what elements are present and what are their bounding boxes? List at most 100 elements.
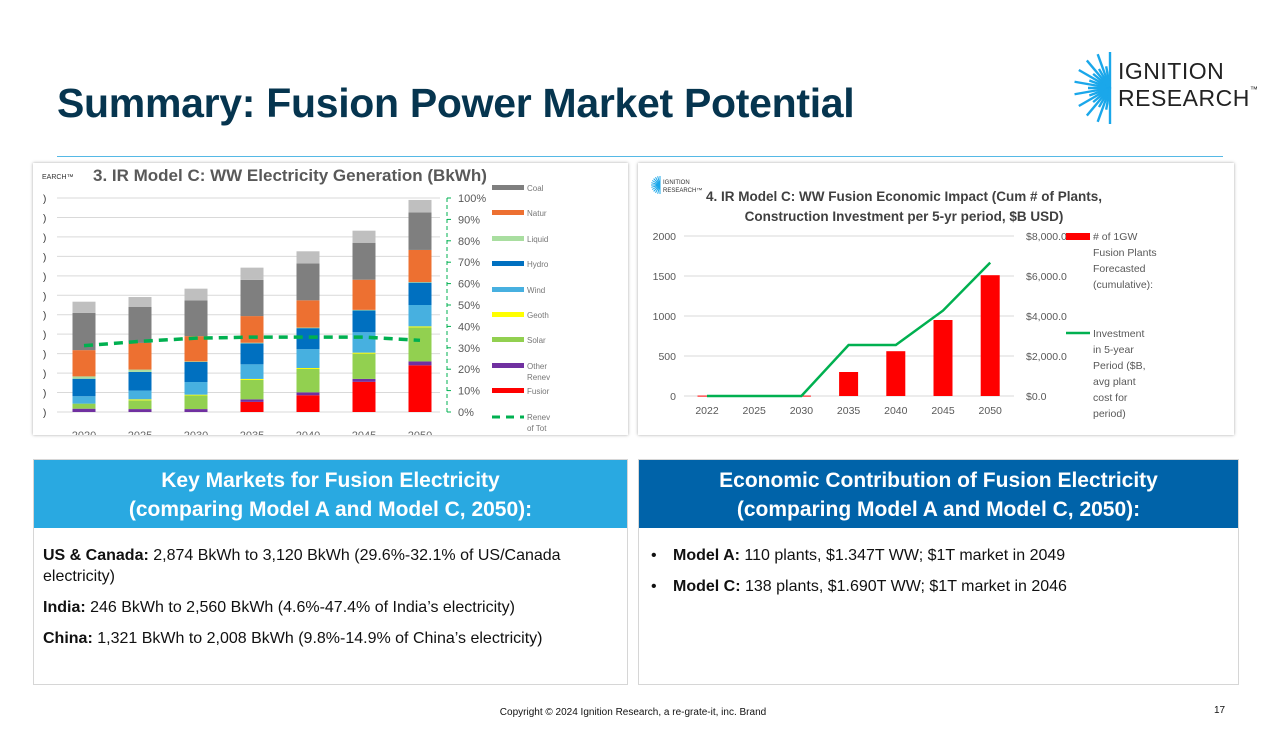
bar-segment <box>128 297 152 307</box>
legend-swatch <box>492 261 524 266</box>
bar-segment <box>72 396 96 404</box>
bar-segment <box>240 378 264 380</box>
legend-label: period) <box>1093 408 1126 420</box>
y2-tick-label: $2,000.0 <box>1026 351 1067 363</box>
bar-segment <box>72 376 96 379</box>
legend-label: Coal <box>527 184 544 193</box>
legend-label: Renev <box>527 373 550 382</box>
bar-segment <box>240 401 264 412</box>
bar-segment <box>72 350 96 377</box>
bar-segment <box>72 378 96 397</box>
legend-label: Wind <box>527 286 545 295</box>
legend-swatch <box>492 185 524 190</box>
model-item: Model C: 138 plants, $1.690T WW; $1T mar… <box>651 576 1226 597</box>
y-tick-label: ) <box>43 408 46 419</box>
bar-segment <box>296 369 320 393</box>
y-tick-label: ) <box>43 291 46 302</box>
mini-logo <box>651 176 661 194</box>
bar-segment <box>352 352 376 354</box>
legend-swatch <box>492 236 524 241</box>
legend-swatch <box>492 312 524 317</box>
legend-label: of Tot <box>527 424 547 433</box>
bar-segment <box>352 309 376 311</box>
page-number: 17 <box>1214 705 1226 716</box>
bar <box>933 320 953 396</box>
bar-segment <box>352 332 376 353</box>
bar-segment <box>296 392 320 396</box>
legend-label: Forecasted <box>1093 263 1146 275</box>
model-item: Model A: 110 plants, $1.347T WW; $1T mar… <box>651 545 1226 566</box>
bar-segment <box>296 251 320 264</box>
bar-segment <box>240 342 264 344</box>
x-tick-label: 2045 <box>931 405 955 417</box>
y2-tick-label: 0% <box>458 407 474 419</box>
bar-segment <box>296 368 320 370</box>
y-tick-label: ) <box>43 389 46 400</box>
bar-segment <box>352 378 376 382</box>
bar-segment <box>184 362 208 383</box>
economic-header: Economic Contribution of Fusion Electric… <box>639 460 1238 528</box>
legend-label: Liquid <box>527 235 548 244</box>
bar-segment <box>296 327 320 329</box>
key-markets-header: Key Markets for Fusion Electricity (compa… <box>34 460 627 528</box>
legend-label: Other <box>527 362 547 371</box>
bar-segment <box>408 361 432 366</box>
y-tick-label: 0 <box>670 391 676 403</box>
y2-tick-label: 100% <box>458 193 486 205</box>
y-tick-label: ) <box>43 252 46 263</box>
legend-label: Investment <box>1093 328 1144 340</box>
bar-segment <box>408 282 432 283</box>
legend-label: Renev <box>527 413 550 422</box>
legend-swatch <box>1066 233 1090 240</box>
bar-segment <box>408 282 432 305</box>
y2-tick-label: 10% <box>458 386 480 398</box>
y-tick-label: ) <box>43 350 46 361</box>
legend-label: # of 1GW <box>1093 231 1137 243</box>
bar-segment <box>184 361 208 363</box>
investment-line <box>707 261 992 398</box>
bar-segment <box>72 408 96 412</box>
y-tick-label: ) <box>43 194 46 205</box>
legend-label: Period ($B, <box>1093 360 1146 372</box>
bar <box>886 351 906 396</box>
y2-tick-label: $8,000.0 <box>1026 231 1067 243</box>
y-tick-label: 1000 <box>653 311 677 323</box>
bar-segment <box>408 199 432 213</box>
economic-contribution-panel: Economic Contribution of Fusion Electric… <box>638 459 1239 685</box>
x-tick-label: 2050 <box>408 430 432 435</box>
bar-segment <box>240 316 264 343</box>
chart-title: 4. IR Model C: WW Fusion Economic Impact… <box>706 189 1102 204</box>
bar-segment <box>296 300 320 328</box>
y-tick-label: 2000 <box>653 231 677 243</box>
y-tick-label: 500 <box>658 351 676 363</box>
bar-segment <box>184 409 208 412</box>
y2-tick-label: $4,000.0 <box>1026 311 1067 323</box>
bar-segment <box>296 395 320 412</box>
legend-swatch <box>492 337 524 342</box>
bar-segment <box>352 242 376 280</box>
legend-label: Fusior <box>527 387 550 396</box>
legend-swatch <box>492 287 524 292</box>
bar-segment <box>128 399 152 401</box>
bar-segment <box>352 279 376 310</box>
y-tick-label: ) <box>43 233 46 244</box>
x-tick-label: 2040 <box>884 405 908 417</box>
bar-segment <box>128 306 152 343</box>
x-tick-label: 2020 <box>72 430 96 435</box>
chart-title: 3. IR Model C: WW Electricity Generation… <box>93 166 487 185</box>
mini-logo-text: EARCH™ <box>42 174 74 181</box>
y-tick-label: ) <box>43 213 46 224</box>
legend-swatch <box>492 388 524 393</box>
bar-segment <box>352 381 376 412</box>
x-tick-label: 2045 <box>352 430 376 435</box>
bar-segment <box>240 343 264 365</box>
legend-swatch <box>492 363 524 368</box>
legend-label: avg plant <box>1093 376 1136 388</box>
legend-label: Hydro <box>527 260 549 269</box>
logo-line2: RESEARCH™ <box>1118 85 1259 111</box>
y-tick-label: ) <box>43 272 46 283</box>
x-tick-label: 2025 <box>128 430 152 435</box>
legend-label: Geoth <box>527 311 549 320</box>
bar-segment <box>408 327 432 362</box>
legend-label: Solar <box>527 336 546 345</box>
